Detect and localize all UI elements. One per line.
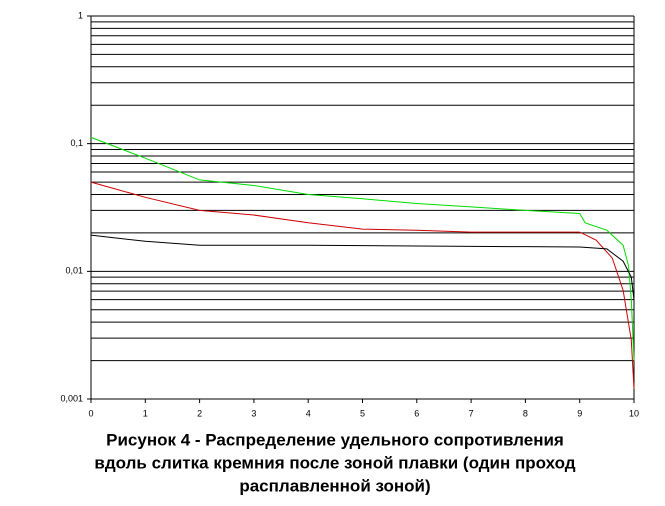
y-tick-label: 0,01 [65, 266, 83, 276]
x-tick-label: 6 [414, 408, 419, 418]
caption-line: расплавленной зоной) [239, 476, 430, 495]
x-tick-label: 3 [251, 408, 256, 418]
caption-line: Рисунок 4 - Распределение удельного сопр… [106, 430, 564, 449]
y-tick-label: 0,001 [60, 393, 83, 403]
x-tick-label: 2 [197, 408, 202, 418]
y-tick-label: 0,1 [70, 138, 83, 148]
series-line [90, 234, 635, 300]
y-tick-label: 1 [78, 10, 83, 20]
x-tick-label: 10 [629, 408, 639, 418]
x-tick-label: 1 [143, 408, 148, 418]
x-tick-label: 9 [577, 408, 582, 418]
x-tick-label: 8 [523, 408, 528, 418]
x-tick-label: 5 [360, 408, 365, 418]
x-tick-label: 7 [469, 408, 474, 418]
x-tick-label: 0 [88, 408, 93, 418]
x-tick-label: 4 [306, 408, 311, 418]
caption-line: вдоль слитка кремния после зоной плавки … [94, 453, 575, 472]
series-line [90, 181, 635, 389]
series-line [90, 136, 635, 361]
